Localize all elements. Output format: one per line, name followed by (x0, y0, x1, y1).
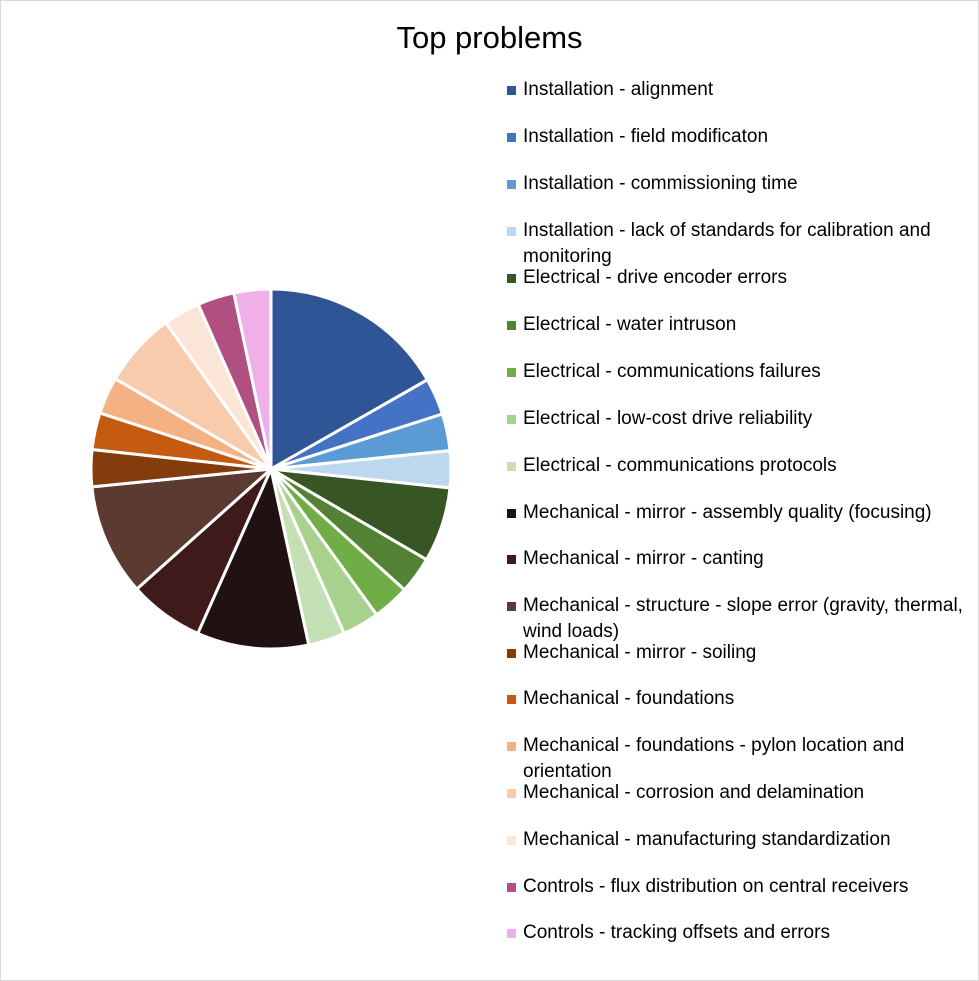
legend-swatch (507, 555, 516, 564)
legend-swatch (507, 742, 516, 751)
legend-label: Mechanical - manufacturing standardizati… (523, 829, 891, 850)
legend-label: Electrical - low-cost drive reliability (523, 408, 813, 429)
legend-label: Mechanical - mirror - assembly quality (… (523, 502, 932, 523)
legend-swatch (507, 227, 516, 236)
legend-label: Electrical - communications failures (523, 361, 821, 382)
legend-swatch (507, 86, 516, 95)
pie-slice-19 (232, 287, 273, 471)
legend-label: Mechanical - mirror - canting (523, 548, 764, 569)
legend-swatch (507, 602, 516, 611)
legend-label: Electrical - communications protocols (523, 455, 837, 476)
legend-swatch (507, 133, 516, 142)
legend-label: Electrical - drive encoder errors (523, 267, 787, 288)
legend-swatch (507, 180, 516, 189)
legend-swatch (507, 321, 516, 330)
legend-label: Mechanical - structure - slope error (gr… (523, 595, 963, 642)
pie-slice-10 (196, 467, 311, 651)
legend-label: Controls - tracking offsets and errors (523, 922, 830, 943)
legend-label: Mechanical - foundations - pylon locatio… (523, 735, 905, 782)
legend-swatch (507, 695, 516, 704)
legend-swatch (507, 789, 516, 798)
legend-label: Mechanical - foundations (523, 688, 735, 709)
legend-label: Installation - alignment (523, 79, 714, 100)
legend-label: Controls - flux distribution on central … (523, 876, 909, 897)
legend-label: Installation - field modificaton (523, 126, 769, 147)
legend-label: Installation - commissioning time (523, 173, 798, 194)
legend-swatch (507, 462, 516, 471)
pie-slice-1 (269, 287, 429, 471)
legend-label: Installation - lack of standards for cal… (523, 220, 931, 267)
legend-label: Mechanical - mirror - soiling (523, 642, 757, 663)
legend-swatch (507, 929, 516, 938)
legend-label: Mechanical - corrosion and delamination (523, 782, 865, 803)
legend-label: Electrical - water intruson (523, 314, 737, 335)
legend-swatch (507, 274, 516, 283)
legend-swatch (507, 883, 516, 892)
chart-title: Top problems (396, 20, 583, 55)
pie-slice-12 (90, 467, 273, 591)
legend-swatch (507, 368, 516, 377)
legend-swatch (507, 415, 516, 424)
legend-swatch (507, 836, 516, 845)
legend-swatch (507, 509, 516, 518)
legend-swatch (507, 649, 516, 658)
